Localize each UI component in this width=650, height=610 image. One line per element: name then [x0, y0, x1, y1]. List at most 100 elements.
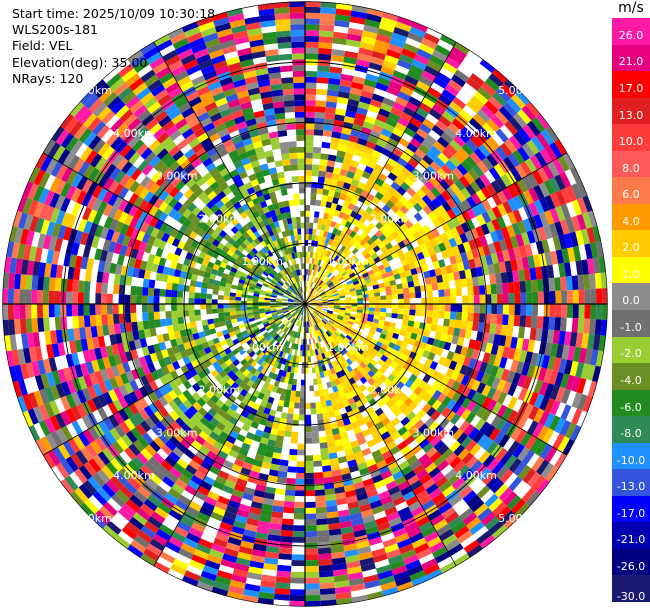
range-gate	[537, 425, 549, 441]
range-gate	[428, 421, 440, 432]
range-gate	[101, 282, 108, 294]
range-gate	[315, 94, 327, 102]
range-gate	[415, 433, 426, 445]
range-gate	[525, 101, 541, 117]
range-gate	[311, 269, 314, 276]
range-gate	[395, 501, 409, 512]
range-gate	[402, 336, 411, 344]
range-gate	[378, 233, 387, 242]
range-gate	[564, 169, 577, 186]
range-gate	[473, 148, 487, 161]
range-gate	[326, 250, 332, 258]
range-gate	[310, 298, 316, 302]
range-gate	[136, 277, 144, 287]
range-gate	[404, 435, 415, 446]
range-gate	[406, 343, 414, 352]
range-gate	[401, 319, 409, 326]
range-gate	[427, 221, 437, 232]
range-gate	[513, 315, 521, 327]
range-gate	[316, 272, 321, 278]
range-gate	[211, 308, 219, 314]
range-gate	[326, 219, 332, 227]
range-gate	[339, 324, 346, 330]
range-gate	[425, 568, 443, 581]
range-gate	[555, 344, 564, 359]
range-gate	[315, 330, 320, 337]
range-gate	[350, 313, 357, 318]
range-gate	[518, 350, 528, 363]
range-gate	[351, 304, 358, 307]
range-gate	[418, 174, 429, 185]
range-gate	[372, 318, 380, 324]
range-gate	[325, 331, 331, 337]
range-gate	[328, 349, 335, 356]
range-gate	[415, 107, 429, 119]
range-gate	[329, 266, 335, 273]
range-gate	[331, 49, 346, 57]
range-gate	[476, 350, 486, 362]
range-gate	[507, 248, 516, 261]
range-gate	[425, 27, 443, 40]
range-gate	[335, 283, 342, 289]
range-gate	[572, 245, 582, 262]
range-gate	[407, 425, 419, 436]
range-gate	[348, 340, 355, 347]
range-gate	[418, 380, 428, 390]
range-gate	[317, 265, 322, 273]
range-gate	[441, 325, 449, 335]
range-gate	[305, 228, 309, 235]
range-gate	[315, 495, 326, 502]
range-gate	[451, 335, 459, 345]
range-gate	[351, 306, 358, 310]
range-gate	[352, 322, 360, 328]
range-gate	[334, 20, 350, 28]
range-gate	[434, 44, 451, 57]
range-gate	[587, 333, 595, 350]
range-gate	[326, 280, 333, 286]
range-gate	[333, 366, 340, 374]
range-gate	[451, 477, 465, 490]
range-gate	[523, 403, 534, 418]
range-gate	[315, 501, 327, 508]
range-gate	[371, 93, 385, 103]
range-gate	[364, 165, 374, 175]
range-gate	[549, 385, 560, 401]
range-gate	[334, 338, 341, 345]
range-gate	[486, 136, 500, 150]
range-gate	[435, 251, 444, 261]
range-gate	[314, 205, 321, 212]
range-gate	[352, 233, 360, 241]
range-gate	[307, 356, 312, 363]
range-gate	[305, 164, 313, 171]
range-gate	[592, 365, 602, 383]
range-gate	[147, 295, 154, 304]
range-gate	[549, 415, 561, 431]
range-gate	[482, 122, 496, 137]
range-gate	[317, 53, 332, 61]
range-gate	[354, 350, 362, 358]
range-gate	[415, 163, 426, 175]
range-gate	[319, 588, 336, 595]
range-gate	[403, 450, 415, 461]
range-gate	[564, 331, 572, 346]
range-gate	[339, 309, 346, 313]
range-gate	[359, 176, 369, 185]
range-gate	[177, 283, 185, 292]
range-gate	[315, 308, 321, 312]
range-gate	[313, 311, 319, 316]
range-gate	[363, 24, 379, 34]
range-gate	[485, 183, 497, 197]
range-gate	[388, 275, 396, 282]
range-gate	[479, 361, 488, 373]
range-gate	[420, 184, 431, 195]
range-gate	[476, 189, 487, 202]
range-gate	[89, 315, 97, 327]
range-gate	[490, 414, 502, 428]
range-gate	[416, 188, 427, 199]
range-gate	[358, 246, 366, 254]
range-gate	[478, 313, 486, 323]
range-gate	[368, 296, 375, 301]
range-gate	[305, 12, 321, 19]
range-gate	[376, 139, 387, 149]
range-gate	[8, 272, 16, 289]
